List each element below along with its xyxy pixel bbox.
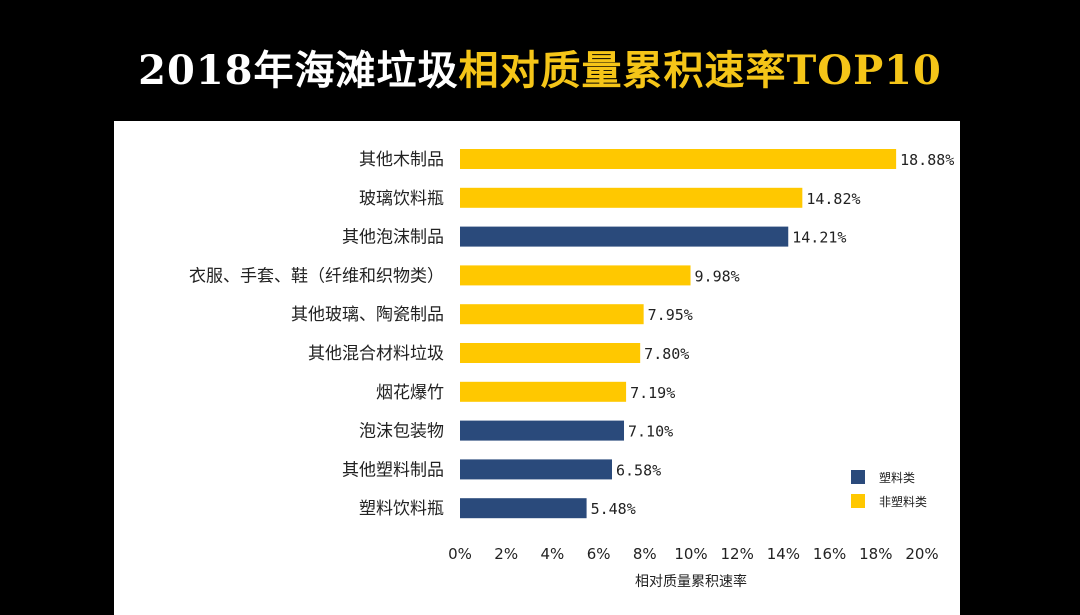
data-label: 7.95%: [648, 306, 693, 324]
category-label: 衣服、手套、鞋（纤维和织物类）: [189, 266, 444, 286]
x-tick-label: 0%: [448, 545, 472, 563]
data-label: 14.82%: [806, 190, 860, 208]
category-label: 塑料饮料瓶: [359, 499, 444, 519]
bar: [460, 498, 587, 519]
data-label: 6.58%: [616, 461, 661, 479]
bar: [460, 187, 803, 208]
bar: [460, 304, 644, 325]
bar: [460, 420, 625, 441]
x-tick-label: 16%: [813, 545, 846, 563]
x-tick-label: 18%: [859, 545, 892, 563]
x-tick-label: 2%: [494, 545, 518, 563]
legend-swatch: [851, 470, 865, 484]
category-label: 其他玻璃、陶瓷制品: [291, 305, 444, 325]
x-tick-label: 6%: [587, 545, 611, 563]
category-label: 其他泡沫制品: [342, 228, 444, 248]
x-tick-label: 12%: [721, 545, 754, 563]
data-label: 5.48%: [591, 500, 636, 518]
category-label: 烟花爆竹: [376, 383, 444, 403]
chart-panel: 其他木制品 18.88% 玻璃饮料瓶 14.82% 其他泡沫制品 14.21% 衣服、手套、…: [114, 121, 960, 615]
x-tick-label: 8%: [633, 545, 657, 563]
legend-swatch: [851, 494, 865, 508]
bar: [460, 149, 897, 169]
x-tick-label: 4%: [541, 545, 565, 563]
bar: [460, 226, 789, 247]
category-label: 其他木制品: [359, 150, 444, 170]
x-tick-label: 20%: [905, 545, 938, 563]
data-label: 7.10%: [628, 423, 673, 441]
category-label: 其他塑料制品: [342, 460, 444, 480]
data-label: 7.19%: [630, 384, 675, 402]
data-label: 7.80%: [644, 345, 689, 363]
chart-title: 2018年海滩垃圾相对质量累积速率TOP10: [0, 38, 1080, 96]
category-label: 玻璃饮料瓶: [359, 189, 444, 209]
bar: [460, 343, 641, 363]
category-label: 泡沫包装物: [359, 422, 444, 442]
x-axis-title: 相对质量累积速率: [635, 573, 747, 590]
chart-title-part2: 相对质量累积速率TOP10: [458, 47, 942, 94]
bar: [460, 459, 612, 480]
data-label: 14.21%: [792, 229, 846, 247]
bar: [460, 265, 691, 286]
bar-chart: 其他木制品 18.88% 玻璃饮料瓶 14.82% 其他泡沫制品 14.21% 衣服、手套、…: [189, 149, 954, 590]
chart-title-part1: 2018年海滩垃圾: [138, 47, 459, 94]
x-tick-label: 10%: [674, 545, 707, 563]
x-tick-label: 14%: [767, 545, 800, 563]
legend-label: 非塑料类: [879, 494, 927, 509]
data-label: 9.98%: [695, 267, 740, 285]
category-label: 其他混合材料垃圾: [308, 344, 444, 364]
bar: [460, 381, 627, 402]
data-label: 18.88%: [900, 151, 954, 169]
legend-label: 塑料类: [879, 470, 915, 485]
